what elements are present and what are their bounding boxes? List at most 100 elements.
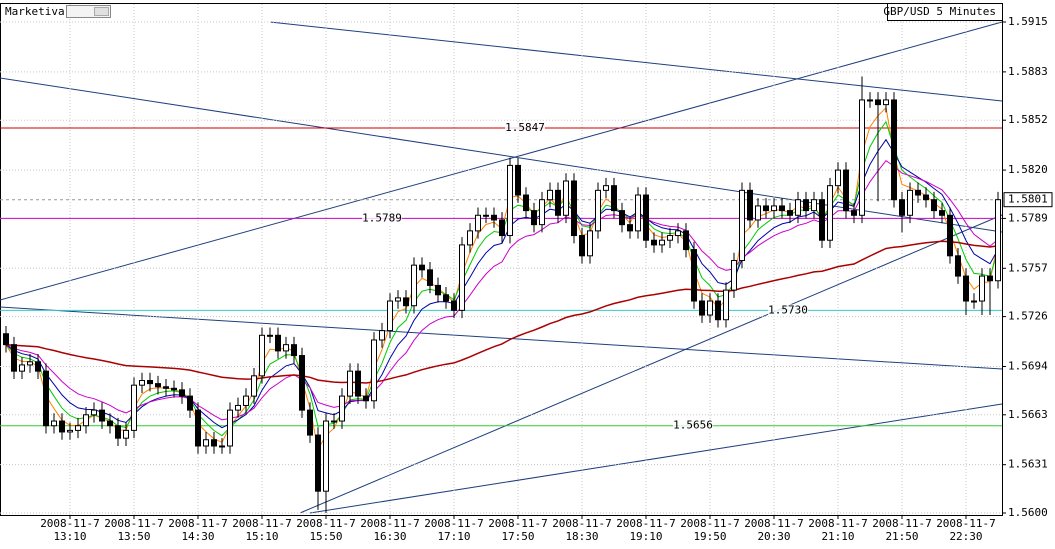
candle-body <box>995 199 1001 282</box>
candle-body <box>699 300 705 316</box>
candle-body <box>851 210 857 216</box>
level-label-bg <box>505 121 545 134</box>
candle-body <box>571 180 577 237</box>
candle-body <box>891 99 897 201</box>
candle-body <box>859 99 865 216</box>
candle-body <box>515 164 521 196</box>
candle-body <box>603 185 609 191</box>
selector-button[interactable] <box>94 7 109 16</box>
x-tick-label: 20:30 <box>757 530 790 543</box>
candle-body <box>411 264 417 307</box>
candle-body <box>483 214 489 217</box>
candle-body <box>963 275 969 302</box>
candle-body <box>803 199 809 212</box>
candle-body <box>347 370 353 397</box>
candle-body <box>667 235 673 241</box>
x-tick-label: 18:30 <box>565 530 598 543</box>
y-tick-label: 1.5726 <box>1008 310 1048 323</box>
candle-body <box>459 244 465 311</box>
candle-body <box>435 284 441 296</box>
candle-body <box>75 425 81 431</box>
level-label: 1.5789 <box>362 211 402 224</box>
candle-body <box>35 361 41 372</box>
candle-body <box>11 344 17 372</box>
candle-body <box>507 164 513 237</box>
candle-body <box>355 370 361 397</box>
candle-body <box>747 189 753 221</box>
candle-body <box>19 364 25 372</box>
candle-body <box>331 420 337 423</box>
candle-body <box>731 259 737 291</box>
candle-body <box>595 189 601 232</box>
y-tick-label: 1.5600 <box>1008 506 1048 519</box>
candle-body <box>475 214 481 232</box>
x-tick-label: 2008-11-7 <box>296 517 356 530</box>
candle-body <box>419 264 425 271</box>
candle-body <box>499 219 505 237</box>
candle-body <box>83 414 89 427</box>
candle-body <box>179 389 185 397</box>
x-tick-label: 2008-11-7 <box>360 517 420 530</box>
last-price-box <box>1003 192 1053 208</box>
candle-body <box>139 380 145 386</box>
candle-body <box>579 235 585 257</box>
y-tick-label: 1.5694 <box>1008 359 1048 372</box>
candle-body <box>203 439 209 447</box>
candle-body <box>379 330 385 341</box>
candle-body <box>659 239 665 246</box>
candle-body <box>107 420 113 427</box>
candle-body <box>811 199 817 212</box>
app-name: Marketiva <box>5 5 65 18</box>
x-tick-label: 22:30 <box>949 530 982 543</box>
candle-body <box>259 334 265 377</box>
candle-body <box>555 189 561 216</box>
candle-body <box>955 255 961 277</box>
candle-body <box>467 230 473 246</box>
candle-body <box>931 199 937 212</box>
candle-body <box>275 334 281 352</box>
candle-body <box>899 199 905 216</box>
x-tick-label: 2008-11-7 <box>936 517 996 530</box>
trend-line <box>299 214 1003 514</box>
trend-line <box>0 21 1003 301</box>
x-tick-label: 2008-11-7 <box>488 517 548 530</box>
candle-body <box>163 386 169 389</box>
candle-body <box>187 395 193 411</box>
candle-body <box>883 99 889 106</box>
level-label: 1.5656 <box>673 419 713 432</box>
candle-body <box>3 333 9 346</box>
candle-body <box>867 99 873 102</box>
candle-body <box>835 169 841 187</box>
candle-body <box>59 420 65 433</box>
y-tick-label: 1.5757 <box>1008 261 1048 274</box>
candle-body <box>227 409 233 447</box>
candle-body <box>923 194 929 201</box>
candle-body <box>339 395 345 422</box>
candle-body <box>211 439 217 447</box>
candle-body <box>427 269 433 286</box>
candle-body <box>779 205 785 212</box>
x-tick-label: 2008-11-7 <box>744 517 804 530</box>
axis: 1.5915 1.5883 1.5852 1.5820 1.5789 1.5757 1.57… <box>40 15 1053 543</box>
candle-body <box>531 210 537 226</box>
x-tick-label: 2008-11-7 <box>168 517 228 530</box>
x-tick-label: 2008-11-7 <box>680 517 740 530</box>
candle-body <box>67 429 73 433</box>
candle-body <box>547 189 553 201</box>
candle-body <box>683 230 689 251</box>
trend-line <box>0 77 1003 233</box>
level-label-bg <box>768 304 808 317</box>
candle-body <box>235 404 241 411</box>
candle-body <box>115 425 121 439</box>
candle-body <box>643 194 649 241</box>
candle-body <box>147 380 153 385</box>
candle-body <box>451 300 457 311</box>
candle-body <box>267 334 273 337</box>
candle-body <box>947 214 953 257</box>
x-tick-label: 2008-11-7 <box>232 517 292 530</box>
candle-body <box>619 210 625 226</box>
y-tick-label: 1.5915 <box>1008 15 1048 28</box>
candle-body <box>627 224 633 232</box>
candle-body <box>611 185 617 212</box>
